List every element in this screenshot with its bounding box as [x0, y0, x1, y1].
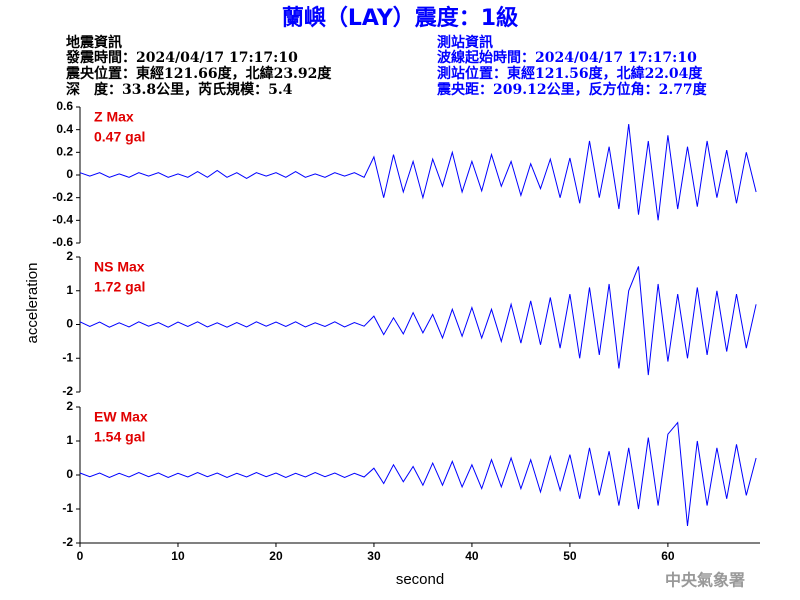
y-tick-label: -0.2 [52, 190, 73, 204]
info-line: 深 度：33.8公里，芮氏規模：5.4 [66, 81, 293, 98]
component-label: Z Max [94, 109, 134, 125]
x-tick-label: 60 [661, 549, 675, 563]
max-label: 1.72 gal [94, 279, 145, 295]
info-line: 震央距：209.12公里，反方位角：2.77度 [436, 81, 708, 98]
y-tick-label: -0.4 [52, 213, 73, 227]
info-line: 震央位置：東經121.66度，北緯23.92度 [65, 65, 332, 82]
info-line: 波線起始時間：2024/04/17 17:17:10 [437, 49, 697, 66]
x-tick-label: 20 [269, 549, 283, 563]
y-tick-label: 0.2 [56, 145, 73, 159]
x-tick-label: 10 [171, 549, 185, 563]
y-tick-label: 2 [66, 399, 73, 413]
info-line: 發震時間：2024/04/17 17:17:10 [65, 49, 298, 66]
y-tick-label: -2 [62, 535, 73, 549]
component-label: EW Max [94, 409, 148, 425]
y-axis-label: acceleration [24, 263, 41, 344]
waveform [79, 266, 757, 376]
component-label: NS Max [94, 259, 145, 275]
y-tick-label: 2 [66, 249, 73, 263]
station-info: 測站資訊 波線起始時間：2024/04/17 17:17:10 測站位置：東經1… [436, 34, 708, 98]
y-tick-label: 0.4 [56, 122, 73, 136]
title: 蘭嶼（LAY）震度：1級 [282, 5, 518, 31]
max-label: 0.47 gal [94, 129, 145, 145]
x-tick-label: 50 [563, 549, 577, 563]
x-tick-label: 0 [77, 549, 84, 563]
y-tick-label: 0 [66, 167, 73, 181]
x-axis-label: second [396, 571, 444, 588]
event-info: 地震資訊 發震時間：2024/04/17 17:17:10 震央位置：東經121… [65, 34, 332, 98]
x-tick-label: 40 [465, 549, 479, 563]
y-tick-label: 0.6 [56, 99, 73, 113]
y-tick-label: 0 [66, 317, 73, 331]
y-tick-label: 1 [66, 283, 73, 297]
y-tick-label: -0.6 [52, 235, 73, 249]
y-tick-label: 1 [66, 433, 73, 447]
max-label: 1.54 gal [94, 429, 145, 445]
waveform [79, 421, 757, 527]
y-tick-label: -1 [62, 501, 73, 515]
y-tick-label: -1 [62, 350, 73, 364]
footer: 中央氣象署 [665, 571, 745, 590]
y-tick-label: 0 [66, 467, 73, 481]
x-tick-label: 30 [367, 549, 381, 563]
y-tick-label: -2 [62, 384, 73, 398]
info-line: 地震資訊 [66, 34, 122, 51]
info-line: 測站位置：東經121.56度，北緯22.04度 [437, 65, 703, 82]
info-line: 測站資訊 [437, 34, 493, 51]
waveform [79, 123, 757, 221]
